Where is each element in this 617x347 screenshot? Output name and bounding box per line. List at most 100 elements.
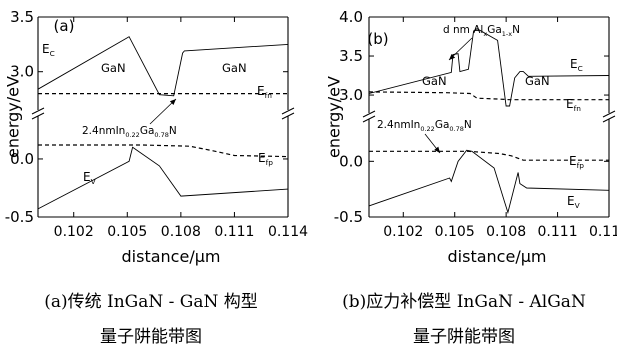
annotation-Ec-part-1: C (578, 64, 583, 73)
annotation-arrow-ingan-head (169, 99, 176, 106)
annotation-Ev-part-0: E (567, 194, 575, 208)
annotation-Efp-part-1: fp (577, 161, 585, 170)
y-tick-label: -0.5 (5, 208, 34, 226)
annotation-Ev-part-1: V (91, 177, 97, 186)
annotation-gan_right: GaN (525, 74, 550, 88)
axis-break-mark (362, 115, 376, 123)
x-tick-label: 0.102 (383, 224, 423, 240)
y-axis-title: energy/eV (325, 76, 344, 158)
fermi-level-n-line (368, 91, 609, 101)
annotation-gan_left-part-0: GaN (422, 74, 447, 88)
annotation-ingan: 2.4nmIn0.22Ga0.78N (377, 119, 472, 133)
axis-break-mark (31, 112, 45, 120)
caption-b-line1: (b)应力补偿型 InGaN - AlGaN (342, 292, 586, 312)
x-tick-label: 0.111 (214, 224, 254, 240)
annotation-Ev: EV (567, 194, 581, 210)
annotation-Efn-part-1: fn (265, 91, 273, 100)
annotation-ingan: 2.4nmIn0.22Ga0.78N (82, 125, 177, 139)
annotation-gan_right-part-0: GaN (222, 61, 247, 75)
annotation-dnm: d nm AlxGa1-xN (443, 24, 520, 38)
annotation-Efp-part-1: fp (266, 158, 274, 167)
annotation-arrow-ingan-head (434, 146, 440, 153)
fermi-level-p-line (38, 144, 289, 158)
annotation-Ev: EV (83, 170, 97, 186)
y-tick-label: 0.0 (339, 152, 363, 170)
y-tick-label: 3.0 (339, 86, 363, 104)
annotation-Ec-part-1: C (50, 49, 55, 58)
annotation-Efn-part-0: E (566, 97, 574, 111)
panel-label: (a) (54, 17, 75, 35)
x-tick-label: 0.105 (107, 224, 147, 240)
annotation-Efp: Efp (569, 154, 584, 170)
annotation-dnm-part-2: Ga (487, 24, 502, 36)
axis-break-mark (602, 110, 616, 118)
annotation-Efn-part-0: E (257, 84, 265, 98)
x-axis-title: distance/μm (122, 247, 221, 266)
annotation-dnm-part-4: N (512, 24, 520, 36)
y-tick-label: -0.5 (334, 208, 363, 226)
x-tick-label: 0.102 (54, 224, 94, 240)
annotation-ingan-part-1: 0.22 (125, 131, 139, 139)
annotation-Efn-part-1: fn (574, 104, 582, 113)
x-tick-label: 0.114 (268, 224, 308, 240)
axis-break-mark (31, 107, 45, 115)
annotation-gan_right: GaN (222, 61, 247, 75)
annotation-arrow-dnm-head (449, 53, 456, 60)
x-tick-label: 0.111 (538, 224, 578, 240)
annotation-ingan-part-2: Ga (140, 125, 155, 137)
annotation-Ec: EC (42, 42, 55, 58)
annotation-Efp-part-0: E (569, 154, 577, 168)
panel-label: (b) (367, 30, 388, 48)
annotation-gan_left: GaN (101, 61, 126, 75)
annotation-ingan-part-3: 0.78 (154, 131, 168, 139)
x-tick-label: 0.114 (589, 224, 617, 240)
annotation-Efp-part-0: E (258, 151, 266, 165)
annotation-ingan-part-0: 2.4nmIn (377, 119, 420, 131)
axis-break-mark (362, 110, 376, 118)
annotation-dnm-part-1: x (483, 30, 487, 38)
caption-a-line1: (a)传统 InGaN - GaN 构型 (44, 292, 258, 312)
panel-a: 3.5 3.0 0.0 -0.5 0.102 0.105 0.108 0.111 0.114 di… (4, 8, 309, 266)
y-tick-label: 3.0 (10, 63, 34, 81)
annotation-gan_left: GaN (422, 74, 447, 88)
annotation-dnm-part-3: 1-x (502, 30, 512, 38)
panel-b: 4.0 3.5 3.0 0.0 -0.5 0.102 0.105 0.108 0.111 0.11… (325, 8, 617, 266)
annotation-Ev-part-0: E (83, 170, 91, 184)
annotation-gan_right-part-0: GaN (525, 74, 550, 88)
annotation-Ec-part-0: E (570, 57, 578, 71)
annotation-Ev-part-1: V (575, 201, 581, 210)
y-tick-label: 4.0 (339, 8, 363, 26)
annotation-ingan-part-1: 0.22 (420, 125, 434, 133)
fermi-level-p-line (369, 150, 609, 161)
conduction-band-line (37, 36, 289, 97)
annotation-Efn: Efn (257, 84, 272, 100)
y-axis-title: energy/eV (4, 76, 23, 158)
x-tick-label: 0.105 (435, 224, 475, 240)
axis-break-mark (281, 112, 295, 120)
caption-b-line2: 量子阱能带图 (413, 327, 515, 347)
axis-break-mark (602, 115, 616, 123)
annotation-gan_left-part-0: GaN (101, 61, 126, 75)
y-tick-label: 3.5 (339, 47, 363, 65)
annotation-ingan-part-0: 2.4nmIn (82, 125, 125, 137)
y-tick-label: 0.0 (10, 150, 34, 168)
annotation-ingan-part-3: 0.78 (449, 125, 463, 133)
x-tick-label: 0.108 (486, 224, 526, 240)
annotation-ingan-part-4: N (169, 125, 177, 137)
annotation-arrow-ingan-shaft (149, 98, 177, 125)
x-tick-label: 0.108 (161, 224, 201, 240)
caption-a-line2: 量子阱能带图 (100, 327, 202, 347)
annotation-ingan-part-2: Ga (435, 119, 450, 131)
annotation-Efn: Efn (566, 97, 581, 113)
valence-band-line (37, 146, 289, 210)
x-axis-title: distance/μm (448, 247, 547, 266)
annotation-ingan-part-4: N (464, 119, 472, 131)
annotation-Efp: Efp (258, 151, 273, 167)
valence-band-line (368, 149, 610, 215)
annotation-dnm-part-0: d nm Al (443, 24, 483, 36)
annotation-Ec: EC (570, 57, 583, 73)
annotation-Ec-part-0: E (42, 42, 50, 56)
axis-break-mark (281, 107, 295, 115)
y-tick-label: 3.5 (10, 8, 34, 26)
